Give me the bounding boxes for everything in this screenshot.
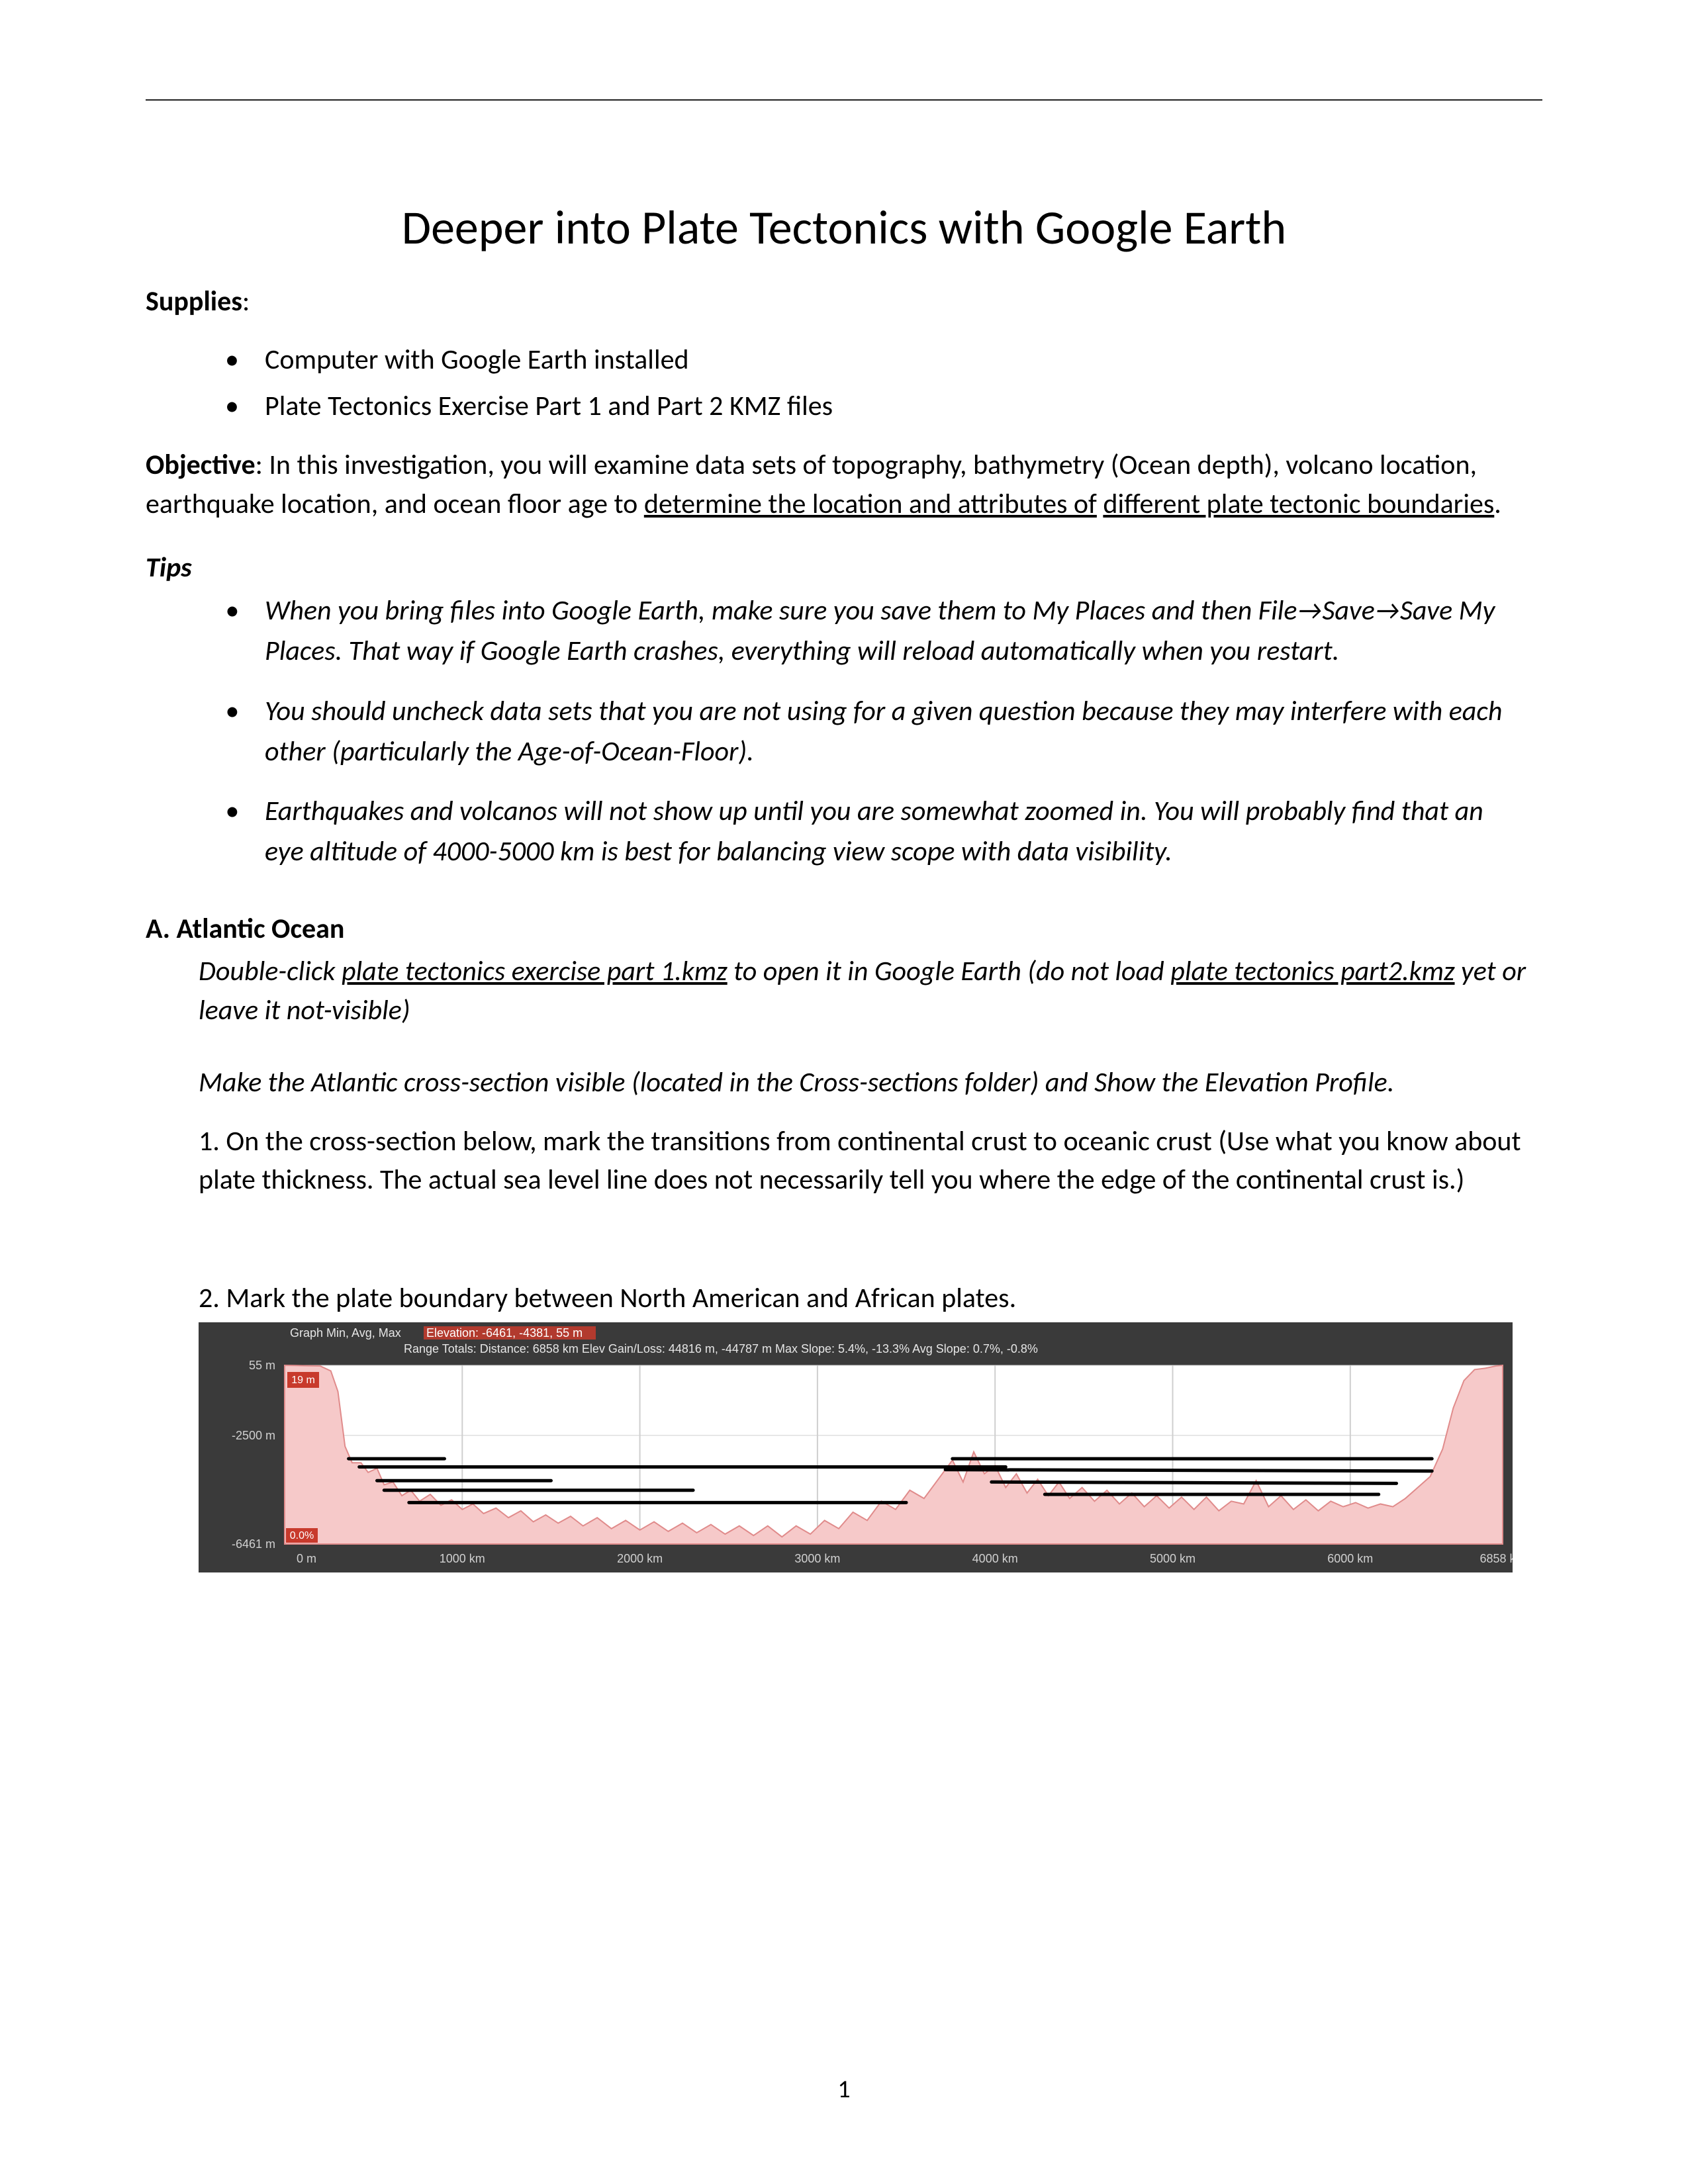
page-title: Deeper into Plate Tectonics with Google … [146, 199, 1542, 257]
svg-text:4000 km: 4000 km [972, 1552, 1018, 1565]
list-item: Earthquakes and volcanos will not show u… [225, 792, 1542, 872]
intro-mid: to open it in Google Earth (do not load [727, 954, 1171, 988]
supplies-list: Computer with Google Earth installed Pla… [225, 341, 1542, 427]
list-item: Plate Tectonics Exercise Part 1 and Part… [225, 387, 1542, 426]
svg-text:Range Totals: Distance: 6858: Range Totals: Distance: 6858 km Elev Gai… [404, 1342, 1038, 1355]
objective-space [1097, 487, 1103, 521]
svg-text:3000 km: 3000 km [794, 1552, 840, 1565]
tips-list: When you bring files into Google Earth, … [225, 591, 1542, 872]
svg-text:0.0%: 0.0% [290, 1530, 314, 1541]
svg-text:-6461 m: -6461 m [232, 1537, 275, 1551]
objective-underline-2: different plate tectonic boundaries [1103, 487, 1494, 521]
supplies-colon: : [242, 285, 250, 318]
objective-underline-1: determine the location and attributes of [644, 487, 1097, 521]
page-number: 1 [0, 2074, 1688, 2105]
section-a-heading: A. Atlantic Ocean [146, 912, 1542, 946]
svg-text:2000 km: 2000 km [617, 1552, 663, 1565]
svg-text:1000 km: 1000 km [440, 1552, 485, 1565]
svg-text:Elevation: -6461, -4381, 55: Elevation: -6461, -4381, 55 m [426, 1326, 583, 1340]
section-a-p2: Make the Atlantic cross-section visible … [199, 1064, 1542, 1103]
svg-text:19 m: 19 m [291, 1375, 315, 1386]
header-rule [146, 99, 1542, 101]
question-2: 2. Mark the plate boundary between North… [199, 1279, 1542, 1318]
elevation-profile-chart: 55 m -2500 m -6461 m 1000 km 2000 km 3000 km 4… [199, 1322, 1513, 1572]
objective-label: Objective [146, 448, 256, 482]
svg-text:0 m: 0 m [297, 1552, 316, 1565]
list-item: You should uncheck data sets that you ar… [225, 692, 1542, 772]
tips-heading: Tips [146, 551, 1542, 584]
intro-pre: Double-click [199, 954, 342, 988]
objective-tail: . [1494, 487, 1501, 521]
svg-text:Graph Min, Avg, Max: Graph Min, Avg, Max [290, 1326, 401, 1340]
supplies-label: Supplies [146, 285, 242, 318]
objective-paragraph: Objective: In this investigation, you wi… [146, 446, 1542, 524]
list-item: Computer with Google Earth installed [225, 341, 1542, 380]
svg-text:55 m: 55 m [249, 1359, 275, 1372]
question-1: 1. On the cross-section below, mark the … [199, 1122, 1542, 1201]
document-page: Deeper into Plate Tectonics with Google … [0, 0, 1688, 2184]
file1-name: plate tectonics exercise part 1.kmz [342, 954, 727, 988]
svg-text:6858 km: 6858 km [1479, 1552, 1513, 1565]
svg-text:-2500 m: -2500 m [232, 1429, 275, 1442]
svg-text:5000 km: 5000 km [1150, 1552, 1196, 1565]
list-item: When you bring files into Google Earth, … [225, 591, 1542, 672]
section-a-intro: Double-click plate tectonics exercise pa… [199, 952, 1542, 1030]
elevation-chart-wrap: 55 m -2500 m -6461 m 1000 km 2000 km 3000 km 4… [199, 1322, 1513, 1572]
svg-text:6000 km: 6000 km [1327, 1552, 1373, 1565]
supplies-block: Supplies: Computer with Google Earth ins… [146, 283, 1542, 426]
content-area: Deeper into Plate Tectonics with Google … [146, 99, 1542, 1572]
file2-name: plate tectonics part2.kmz [1170, 954, 1454, 988]
